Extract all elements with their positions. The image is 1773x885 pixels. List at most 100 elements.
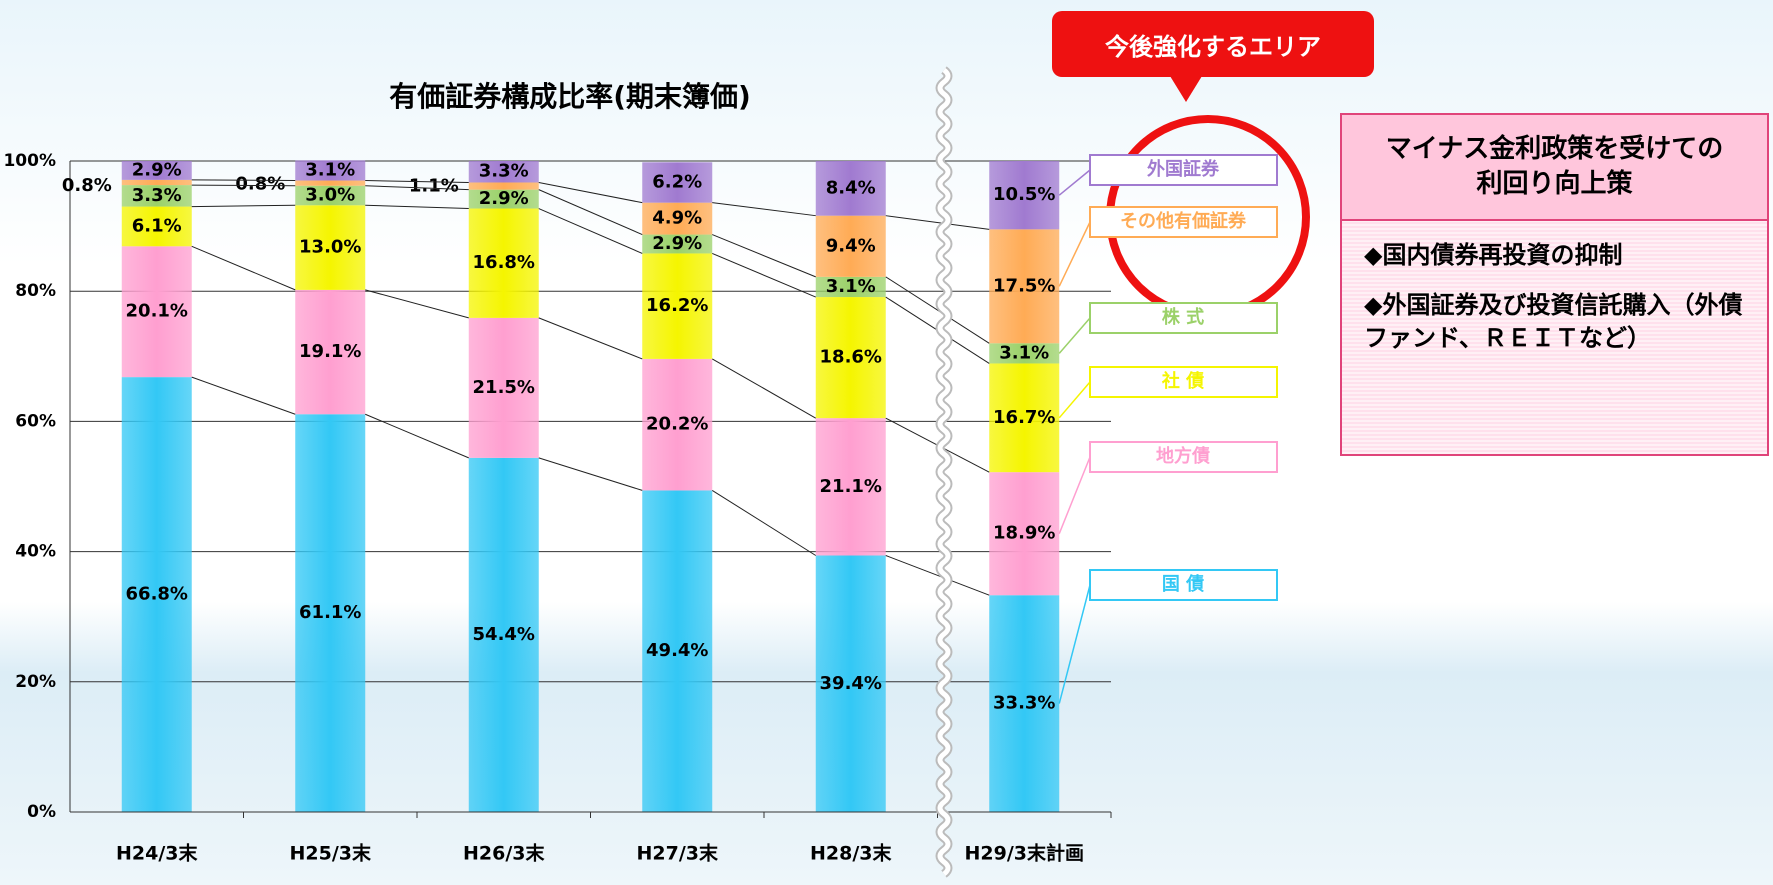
bar-segment <box>989 343 1060 364</box>
legend-label: 国 債 <box>1162 573 1204 595</box>
bar-segment <box>642 253 713 359</box>
y-tick-label: 0% <box>27 802 56 822</box>
bar-segment <box>121 185 192 207</box>
connector-line <box>712 252 816 298</box>
bar-segment <box>815 418 886 556</box>
legend-leader <box>1058 584 1091 704</box>
x-tick-label: H25/3末 <box>289 842 372 865</box>
callout-tip <box>1170 76 1202 102</box>
value-label: 61.1% <box>299 602 361 623</box>
value-label: 16.7% <box>993 407 1055 428</box>
connector-line <box>191 204 296 208</box>
value-label: 8.4% <box>826 177 876 198</box>
bar-segment <box>121 161 192 180</box>
x-tick-label: H29/3末計画 <box>964 842 1084 865</box>
connector-line <box>712 234 816 278</box>
legend-label: 地方債 <box>1156 445 1210 467</box>
connector-line <box>538 208 643 254</box>
x-tick-label: H27/3末 <box>636 842 719 865</box>
connector-line <box>365 289 469 319</box>
connector-line <box>538 189 643 236</box>
connector-line <box>191 376 296 415</box>
value-label: 49.4% <box>646 640 708 661</box>
bar-segment <box>989 595 1060 812</box>
bar-segment <box>989 229 1060 344</box>
bar-segment <box>295 160 366 181</box>
value-label: 19.1% <box>299 341 361 362</box>
value-label: 0.8% <box>62 175 112 196</box>
bar-segment <box>295 414 366 812</box>
y-tick-label: 80% <box>15 281 56 301</box>
connector-line <box>538 457 643 491</box>
connector-line <box>191 179 296 182</box>
panel-title: マイナス金利政策を受けての利回り向上策 <box>1342 115 1767 221</box>
bar-segment <box>295 185 366 206</box>
legend-box <box>1089 302 1278 334</box>
value-label: 3.1% <box>999 342 1049 363</box>
value-label: 20.1% <box>126 301 188 322</box>
connector-line <box>365 413 469 459</box>
bar-segment <box>989 363 1060 473</box>
value-label: 21.5% <box>473 377 535 398</box>
legend-leader <box>1058 456 1091 534</box>
bar-segment <box>642 162 713 203</box>
value-label: 20.2% <box>646 414 708 435</box>
axis-break-line <box>937 68 951 876</box>
bar-segment <box>989 161 1060 230</box>
value-label: 66.8% <box>126 584 188 605</box>
bar-segment <box>468 182 539 190</box>
x-tick-label: H26/3末 <box>463 842 546 865</box>
connector-line <box>885 555 990 596</box>
value-label: 3.3% <box>132 185 182 206</box>
connector-line <box>885 276 990 344</box>
value-label: 3.1% <box>826 276 876 297</box>
value-label: 21.1% <box>820 476 882 497</box>
connector-line <box>885 215 990 230</box>
connector-line <box>538 317 643 360</box>
legend-box <box>1089 569 1278 601</box>
value-label: 33.3% <box>993 693 1055 714</box>
bar-segment <box>989 472 1060 596</box>
value-label: 10.5% <box>993 184 1055 205</box>
strategy-panel: マイナス金利政策を受けての利回り向上策 ◆国内債券再投資の抑制 ◆外国証券及び投… <box>1340 113 1769 456</box>
legend-box <box>1089 206 1278 238</box>
bar-segment <box>815 161 886 216</box>
value-label: 2.9% <box>132 159 182 180</box>
value-label: 18.9% <box>993 523 1055 544</box>
bar-segment <box>121 206 192 247</box>
value-label: 39.4% <box>820 673 882 694</box>
bar-segment <box>468 208 539 318</box>
bar-segment <box>468 457 539 812</box>
bar-segment <box>815 297 886 419</box>
legend-label: 社 債 <box>1162 370 1204 392</box>
value-label: 2.9% <box>479 188 529 209</box>
value-label: 6.2% <box>652 171 702 192</box>
bar-segment <box>468 317 539 458</box>
legend-leader <box>1058 317 1091 354</box>
x-tick-label: H28/3末 <box>810 842 893 865</box>
panel-item: ◆外国証券及び投資信託購入（外債ファンド、ＲＥＩＴなど） <box>1364 291 1743 352</box>
value-label: 54.4% <box>473 624 535 645</box>
value-label: 17.5% <box>993 275 1055 296</box>
value-label: 13.0% <box>299 237 361 258</box>
bar-segment <box>121 377 192 812</box>
bar-segment <box>295 289 366 415</box>
value-label: 16.2% <box>646 295 708 316</box>
bar-segment <box>295 205 366 290</box>
legend-label: その他有価証券 <box>1120 210 1247 232</box>
connector-line <box>191 245 296 291</box>
x-tick-label: H24/3末 <box>116 842 199 865</box>
callout: 今後強化するエリア <box>1052 11 1374 77</box>
value-label: 4.9% <box>652 208 702 229</box>
chart-title: 有価証券構成比率(期末簿価) <box>389 80 751 113</box>
y-tick-label: 60% <box>15 411 56 431</box>
connector-line <box>191 184 296 187</box>
value-label: 1.1% <box>409 175 459 196</box>
bar-segment <box>642 358 713 491</box>
y-tick-label: 100% <box>3 151 56 171</box>
legend-box <box>1089 441 1278 473</box>
value-label: 9.4% <box>826 235 876 256</box>
panel-item: ◆国内債券再投資の抑制 <box>1364 241 1623 269</box>
bar-segment <box>121 179 192 186</box>
